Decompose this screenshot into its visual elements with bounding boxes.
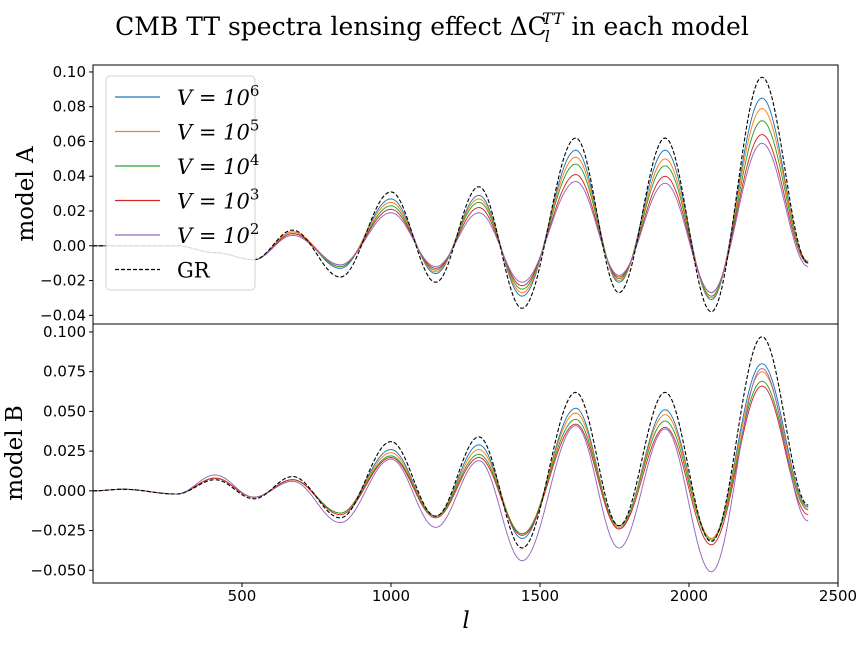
panel-a-ytick-label: 0.06: [53, 132, 86, 150]
panel-b-frame: [92, 323, 839, 584]
title-superscript: TT: [542, 9, 565, 28]
x-tick-label: 2000: [670, 587, 708, 605]
legend-label: V = 105: [177, 117, 259, 145]
panel-b-ytick-label: −0.050: [30, 561, 86, 579]
x-axis-label: l: [462, 608, 469, 634]
series-line-v102-model-b: [92, 367, 809, 573]
x-axis-ticks: 500 1000 1500 2000 2500: [228, 583, 857, 605]
legend-label: V = 104: [177, 151, 259, 179]
legend-label: V = 102: [177, 220, 259, 248]
panel-a-ytick-label: 0.00: [53, 237, 86, 255]
x-tick-label: 1000: [372, 587, 410, 605]
panel-b-ylabel: model B: [2, 405, 28, 501]
panel-a-ytick-label: −0.04: [40, 306, 86, 324]
legend-box: [105, 75, 256, 291]
panel-b-ytick-label: 0.100: [43, 323, 86, 341]
legend: V = 106 V = 105 V = 104 V = 103 V = 102 GR: [105, 75, 259, 291]
panel-a-ytick-label: 0.02: [53, 202, 86, 220]
panel-a-ytick-label: 0.04: [53, 167, 86, 185]
panel-b-ytick-label: 0.075: [43, 363, 86, 381]
panel-b-ytick-label: 0.000: [43, 482, 86, 500]
series-line-gr-model-a: [93, 76, 809, 313]
panel-a-ylabel: model A: [13, 146, 39, 242]
panel-b-ytick-label: 0.025: [43, 442, 86, 460]
legend-label: GR: [177, 259, 211, 283]
title-subscript: l: [545, 27, 550, 46]
x-tick-label: 1500: [521, 587, 559, 605]
x-tick-label: 500: [228, 587, 257, 605]
panel-a-ytick-label: 0.08: [53, 98, 86, 116]
panel-a-ytick-label: 0.10: [53, 63, 86, 81]
chart-title: CMB TT spectra lensing effect ΔClTT in e…: [115, 9, 749, 46]
panel-b-ytick-label: −0.025: [30, 522, 86, 540]
panel-b-ytick-label: 0.050: [43, 402, 86, 420]
panel-a-ytick-label: −0.02: [40, 272, 86, 290]
title-suffix: in each model: [564, 12, 749, 41]
x-tick-label: 2500: [819, 587, 857, 605]
panel-model-b: −0.050 −0.025 0.000 0.025 0.050 0.075 0.100 mo…: [2, 323, 839, 584]
series-line-v103-model-b: [92, 385, 809, 546]
legend-label: V = 106: [177, 82, 259, 110]
legend-label: V = 103: [177, 186, 259, 214]
series-line-gr-model-b: [92, 336, 809, 549]
